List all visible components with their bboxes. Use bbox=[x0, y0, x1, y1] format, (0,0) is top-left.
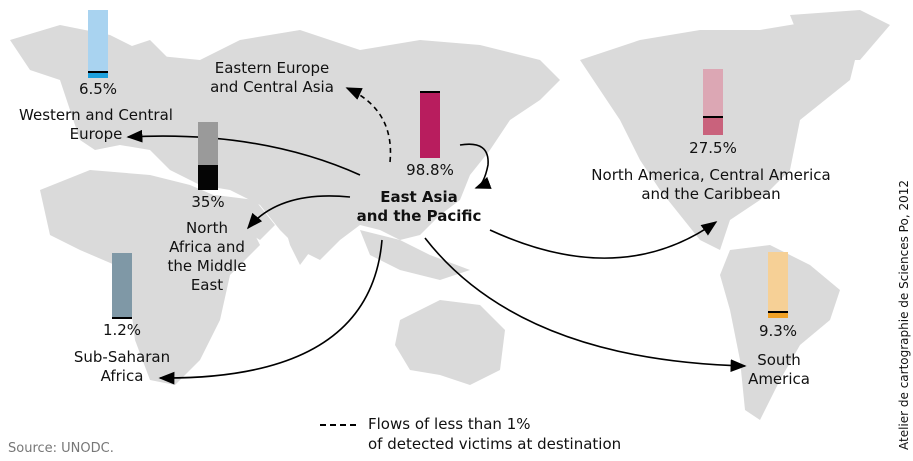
label-line: Africa bbox=[100, 367, 144, 385]
percent-south-america: 9.3% bbox=[758, 322, 798, 340]
bar-western-central-europe bbox=[88, 10, 108, 78]
flow-arrow-south-america bbox=[424, 237, 747, 373]
flow-arrow-self-loop bbox=[459, 143, 492, 189]
percent-north-africa-middle-east: 35% bbox=[191, 193, 225, 211]
flow-arrow-eastern-europe-dashed bbox=[345, 87, 392, 163]
flow-arrow-western-europe bbox=[126, 129, 361, 176]
south-america-land bbox=[720, 245, 840, 420]
percent-sub-saharan-africa: 1.2% bbox=[102, 321, 142, 339]
legend-line: Flows of less than 1% bbox=[368, 415, 531, 433]
bar-east-asia-pacific bbox=[420, 91, 440, 158]
label-north-central-america-caribbean: North America, Central America and the C… bbox=[591, 166, 830, 204]
label-line: America bbox=[748, 370, 810, 388]
bar-north-central-america-caribbean bbox=[703, 69, 723, 135]
scandinavia-land bbox=[120, 40, 170, 110]
dashed-line-symbol bbox=[320, 424, 356, 426]
bar-south-america bbox=[768, 252, 788, 318]
label-east-asia-pacific: East Asia and the Pacific bbox=[357, 188, 482, 226]
greenland-land bbox=[790, 10, 890, 60]
label-line: Sub-Saharan bbox=[73, 348, 171, 366]
label-line: East Asia bbox=[380, 188, 458, 206]
label-eastern-europe-central-asia: Eastern Europe and Central Asia bbox=[210, 59, 334, 97]
label-north-africa-middle-east: North Africa and the Middle East bbox=[168, 219, 247, 295]
india-land bbox=[280, 210, 320, 265]
label-line: and Central Asia bbox=[210, 78, 334, 96]
bar-sub-saharan-africa bbox=[112, 253, 132, 319]
label-line: North bbox=[186, 219, 228, 237]
flow-arrow-sub-saharan-africa bbox=[158, 239, 383, 385]
legend-text: Flows of less than 1% of detected victim… bbox=[368, 414, 621, 454]
percent-north-central-america-caribbean: 27.5% bbox=[689, 139, 737, 157]
australia-land bbox=[395, 300, 505, 385]
source-note: Source: UNODC. bbox=[8, 441, 114, 456]
southeast-asia-land bbox=[360, 230, 470, 280]
flow-arrows bbox=[126, 87, 747, 385]
japan-land bbox=[450, 140, 470, 180]
bar-north-africa-middle-east bbox=[198, 122, 218, 190]
label-line: Africa and bbox=[169, 238, 245, 256]
percent-east-asia-pacific: 98.8% bbox=[406, 161, 454, 179]
label-line: Europe bbox=[69, 125, 123, 143]
label-line: Western and Central bbox=[19, 106, 173, 124]
label-south-america: South America bbox=[748, 351, 810, 389]
label-sub-saharan-africa: Sub-Saharan Africa bbox=[74, 348, 170, 386]
label-line: North America, Central America bbox=[591, 166, 831, 184]
label-line: and the Pacific bbox=[356, 207, 482, 225]
label-line: and the Caribbean bbox=[641, 185, 781, 203]
label-line: East bbox=[190, 276, 224, 294]
flow-arrow-north-africa bbox=[246, 195, 351, 230]
credit-note: Atelier de cartographie de Sciences Po, … bbox=[897, 179, 911, 450]
label-western-central-europe: Western and Central Europe bbox=[19, 106, 173, 144]
percent-western-central-europe: 6.5% bbox=[78, 80, 118, 98]
label-line: Eastern Europe bbox=[214, 59, 330, 77]
legend-line: of detected victims at destination bbox=[368, 435, 622, 453]
africa-land bbox=[40, 170, 260, 385]
flow-arrow-north-america bbox=[489, 221, 718, 259]
label-line: South bbox=[757, 351, 801, 369]
label-line: the Middle bbox=[167, 257, 247, 275]
north-america-land bbox=[580, 20, 860, 250]
